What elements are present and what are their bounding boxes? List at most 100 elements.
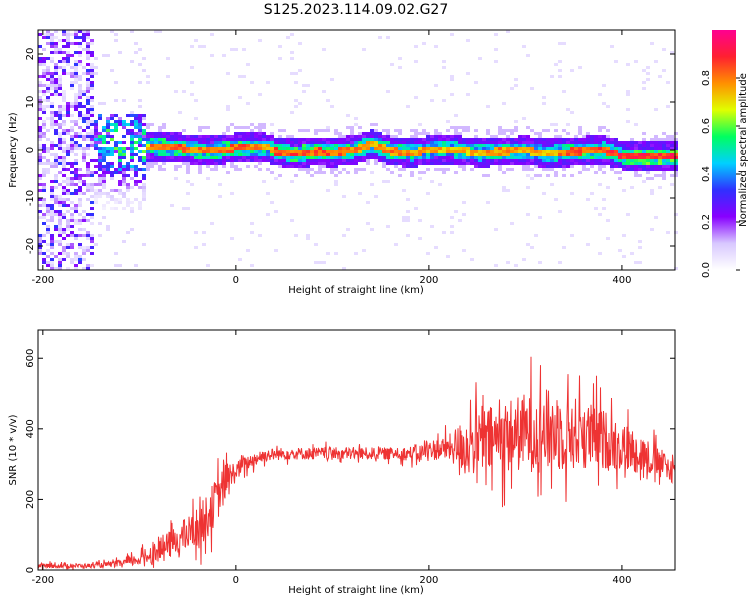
spectrogram-cell	[174, 90, 178, 93]
spectrogram-cell	[110, 123, 114, 126]
spectrogram-cell	[358, 126, 362, 129]
spectrogram-cell	[38, 243, 42, 246]
spectrogram-cell	[58, 105, 62, 108]
spectrogram-cell	[142, 183, 146, 186]
spectrogram-cell	[70, 144, 74, 147]
snr-series-line	[37, 356, 676, 570]
spectrogram-cell	[218, 138, 222, 141]
snr-y-tick-label: 200	[25, 490, 36, 509]
spectrogram-cell	[238, 168, 242, 171]
spectrogram-cell	[158, 156, 162, 159]
spectrogram-cell	[510, 222, 514, 225]
spectrogram-cell	[238, 144, 242, 147]
spectrogram-cell	[662, 156, 666, 159]
spectrogram-cell	[230, 138, 234, 141]
spectrogram-cell	[418, 159, 422, 162]
spectrogram-cell	[214, 135, 218, 138]
spectrogram-cell	[86, 132, 90, 135]
spectrogram-cell	[354, 135, 358, 138]
spectrogram-cell	[94, 243, 98, 246]
spectrogram-cell	[78, 174, 82, 177]
spectrogram-cell	[78, 177, 82, 180]
spectrogram-cell	[42, 123, 46, 126]
spectrogram-cell	[306, 147, 310, 150]
spectrogram-cell	[106, 225, 110, 228]
spectrogram-cell	[98, 147, 102, 150]
spectrogram-cell	[106, 162, 110, 165]
spectrogram-cell	[62, 159, 66, 162]
spectrogram-cell	[262, 150, 266, 153]
spectrogram-cell	[106, 135, 110, 138]
spectrogram-cell	[478, 162, 482, 165]
spectrogram-cell	[38, 237, 42, 240]
spectrogram-cell	[102, 153, 106, 156]
spectrogram-cell	[138, 159, 142, 162]
spectrogram-cell	[90, 132, 94, 135]
spectrogram-cell	[86, 165, 90, 168]
spectrogram-cell	[118, 165, 122, 168]
spectrogram-cell	[370, 153, 374, 156]
spectrogram-cell	[502, 156, 506, 159]
spectrogram-cell	[238, 138, 242, 141]
spectrogram-cell	[222, 153, 226, 156]
spectrogram-cell	[274, 147, 278, 150]
spectrogram-cell	[542, 153, 546, 156]
spectrogram-cell	[302, 147, 306, 150]
spectrogram-cell	[54, 213, 58, 216]
spectrogram-cell	[414, 138, 418, 141]
spectrogram-cell	[546, 129, 550, 132]
spectrogram-cell	[542, 168, 546, 171]
spectrogram-cell	[314, 138, 318, 141]
spectrogram-cell	[78, 126, 82, 129]
spectrogram-cell	[70, 54, 74, 57]
spectrogram-cell	[418, 177, 422, 180]
spectrogram-cell	[50, 180, 54, 183]
spectrogram-cell	[42, 69, 46, 72]
spectrogram-cell	[106, 54, 110, 57]
spectrogram-cell	[586, 135, 590, 138]
spectrogram-cell	[226, 129, 230, 132]
spectrogram-cell	[86, 231, 90, 234]
spectrogram-cell	[450, 144, 454, 147]
spectrogram-cell	[398, 57, 402, 60]
spectrogram-cell	[54, 42, 58, 45]
spectrogram-cell	[622, 141, 626, 144]
spectrogram-cell	[146, 168, 150, 171]
spectrogram-cell	[154, 156, 158, 159]
spectrogram-cell	[86, 36, 90, 39]
spectrogram-cell	[94, 135, 98, 138]
spectrogram-cell	[334, 144, 338, 147]
spectrogram-cell	[206, 153, 210, 156]
spectrogram-cell	[142, 195, 146, 198]
spectrogram-cell	[66, 180, 70, 183]
spectrogram-cell	[546, 144, 550, 147]
spectrogram-cell	[394, 147, 398, 150]
spectrogram-cell	[346, 153, 350, 156]
spectrogram-cell	[58, 261, 62, 264]
spectrogram-cell	[294, 81, 298, 84]
spectrogram-cell	[594, 207, 598, 210]
spectrogram-cell	[82, 33, 86, 36]
spectrogram-cell	[430, 225, 434, 228]
spectrogram-cell	[106, 165, 110, 168]
spectrogram-cell	[290, 141, 294, 144]
spectrogram-cell	[114, 252, 118, 255]
spectrogram-cell	[378, 156, 382, 159]
spectrogram-cell	[314, 150, 318, 153]
spectrogram-cell	[90, 123, 94, 126]
spectrogram-cell	[498, 147, 502, 150]
spectrogram-cell	[78, 132, 82, 135]
spectrogram-cell	[446, 150, 450, 153]
spectrogram-cell	[230, 150, 234, 153]
spectrogram-cell	[562, 159, 566, 162]
spectrogram-cell	[98, 180, 102, 183]
spectrogram-cell	[114, 120, 118, 123]
spectrogram-cell	[442, 171, 446, 174]
spectrogram-y-axis-label: Frequency (Hz)	[8, 112, 19, 188]
spectrogram-cell	[470, 153, 474, 156]
spectrogram-cell	[614, 171, 618, 174]
spectrogram-cell	[466, 147, 470, 150]
spectrogram-cell	[150, 159, 154, 162]
spectrogram-cell	[454, 162, 458, 165]
spectrogram-cell	[54, 30, 58, 33]
